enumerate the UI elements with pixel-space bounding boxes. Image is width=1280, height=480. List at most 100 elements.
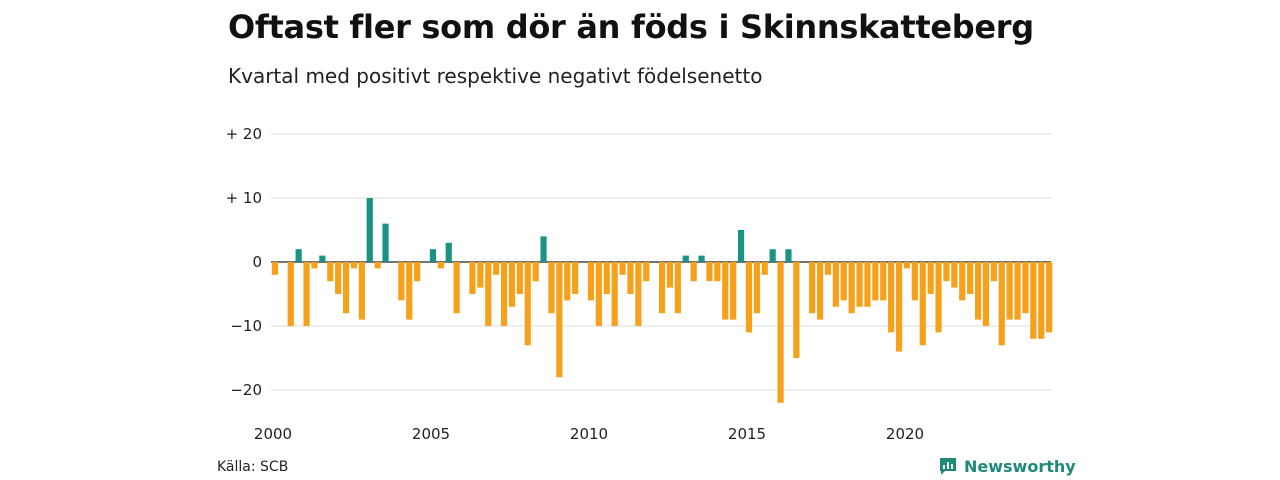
bar [398, 262, 405, 301]
chart-subtitle: Kvartal med positivt respektive negativt… [228, 64, 763, 88]
source-note: Källa: SCB [217, 459, 289, 475]
bar [572, 262, 579, 294]
bar [524, 262, 531, 346]
bar [911, 262, 918, 301]
bar [540, 236, 547, 262]
bar [603, 262, 610, 294]
bar [745, 262, 753, 333]
y-tick-label: + 10 [226, 189, 262, 207]
bar [769, 249, 776, 262]
bar [493, 262, 500, 275]
bar [658, 262, 666, 314]
bar [508, 262, 516, 307]
brand-name: Newsworthy [964, 456, 1076, 476]
bar [556, 262, 563, 378]
bar [437, 262, 444, 269]
bar [414, 262, 421, 282]
bar [595, 262, 602, 326]
bar [706, 262, 713, 282]
bar [564, 262, 571, 301]
bar [1046, 262, 1053, 333]
bar [856, 262, 863, 307]
bar [342, 262, 350, 314]
bar [532, 262, 539, 282]
bar [982, 262, 990, 326]
bar [714, 262, 721, 282]
bar [1014, 262, 1021, 320]
bar [690, 262, 697, 282]
bar [406, 262, 413, 320]
bar [477, 262, 484, 288]
bar [287, 262, 294, 326]
bar [848, 262, 855, 314]
bar [753, 262, 760, 314]
bar [319, 255, 326, 262]
bar [959, 262, 966, 301]
bar [1038, 262, 1045, 339]
bar [303, 262, 310, 326]
bar [698, 255, 705, 262]
bar [951, 262, 958, 288]
bar [895, 262, 903, 352]
bar [967, 262, 974, 294]
bar [619, 262, 626, 275]
bar [635, 262, 642, 326]
bar [374, 262, 381, 269]
bar [429, 249, 437, 262]
bar [611, 262, 618, 326]
bar [1030, 262, 1037, 339]
bar [974, 262, 982, 320]
bar [674, 262, 681, 314]
bar [880, 262, 887, 301]
bar [872, 262, 879, 301]
bar [682, 255, 689, 262]
bar [864, 262, 871, 307]
bar [927, 262, 934, 294]
bar [824, 262, 832, 275]
bar [888, 262, 895, 333]
newsworthy-logo-icon [940, 458, 956, 475]
bar [366, 198, 373, 262]
bar [840, 262, 847, 301]
x-tick-label: 2010 [570, 425, 608, 443]
bar [469, 262, 476, 294]
bar [485, 262, 492, 326]
bar [453, 262, 460, 314]
bar [785, 249, 792, 262]
y-tick-label: −10 [230, 317, 262, 335]
bar [935, 262, 942, 333]
bar [445, 242, 452, 262]
bar [793, 262, 800, 358]
bar [809, 262, 816, 314]
y-tick-label: + 20 [226, 125, 262, 143]
bar [919, 262, 926, 346]
bar [666, 262, 674, 288]
bar [737, 230, 745, 262]
axis-labels: + 20 + 10 0 −10 −20 2000 2005 2010 2015 2020 [226, 125, 925, 443]
chart-title: Oftast fler som dör än föds i Skinnskatt… [228, 8, 1034, 46]
bar [311, 262, 318, 269]
bar [730, 262, 737, 320]
bar [990, 262, 997, 282]
bar [1022, 262, 1029, 314]
bar [516, 262, 523, 294]
bar [943, 262, 950, 282]
brand-logo: Newsworthy [938, 456, 1076, 476]
x-tick-label: 2005 [412, 425, 450, 443]
bar [500, 262, 508, 326]
bar [358, 262, 365, 320]
bar [548, 262, 555, 314]
bar [777, 262, 784, 403]
x-tick-label: 2020 [886, 425, 924, 443]
bar [295, 249, 302, 262]
bar [816, 262, 824, 320]
bars [271, 198, 1053, 403]
bar [1006, 262, 1013, 320]
bar [643, 262, 650, 282]
bar [627, 262, 634, 294]
bar [761, 262, 768, 275]
bar [382, 223, 389, 262]
bar [587, 262, 595, 301]
y-tick-label: −20 [230, 381, 262, 399]
